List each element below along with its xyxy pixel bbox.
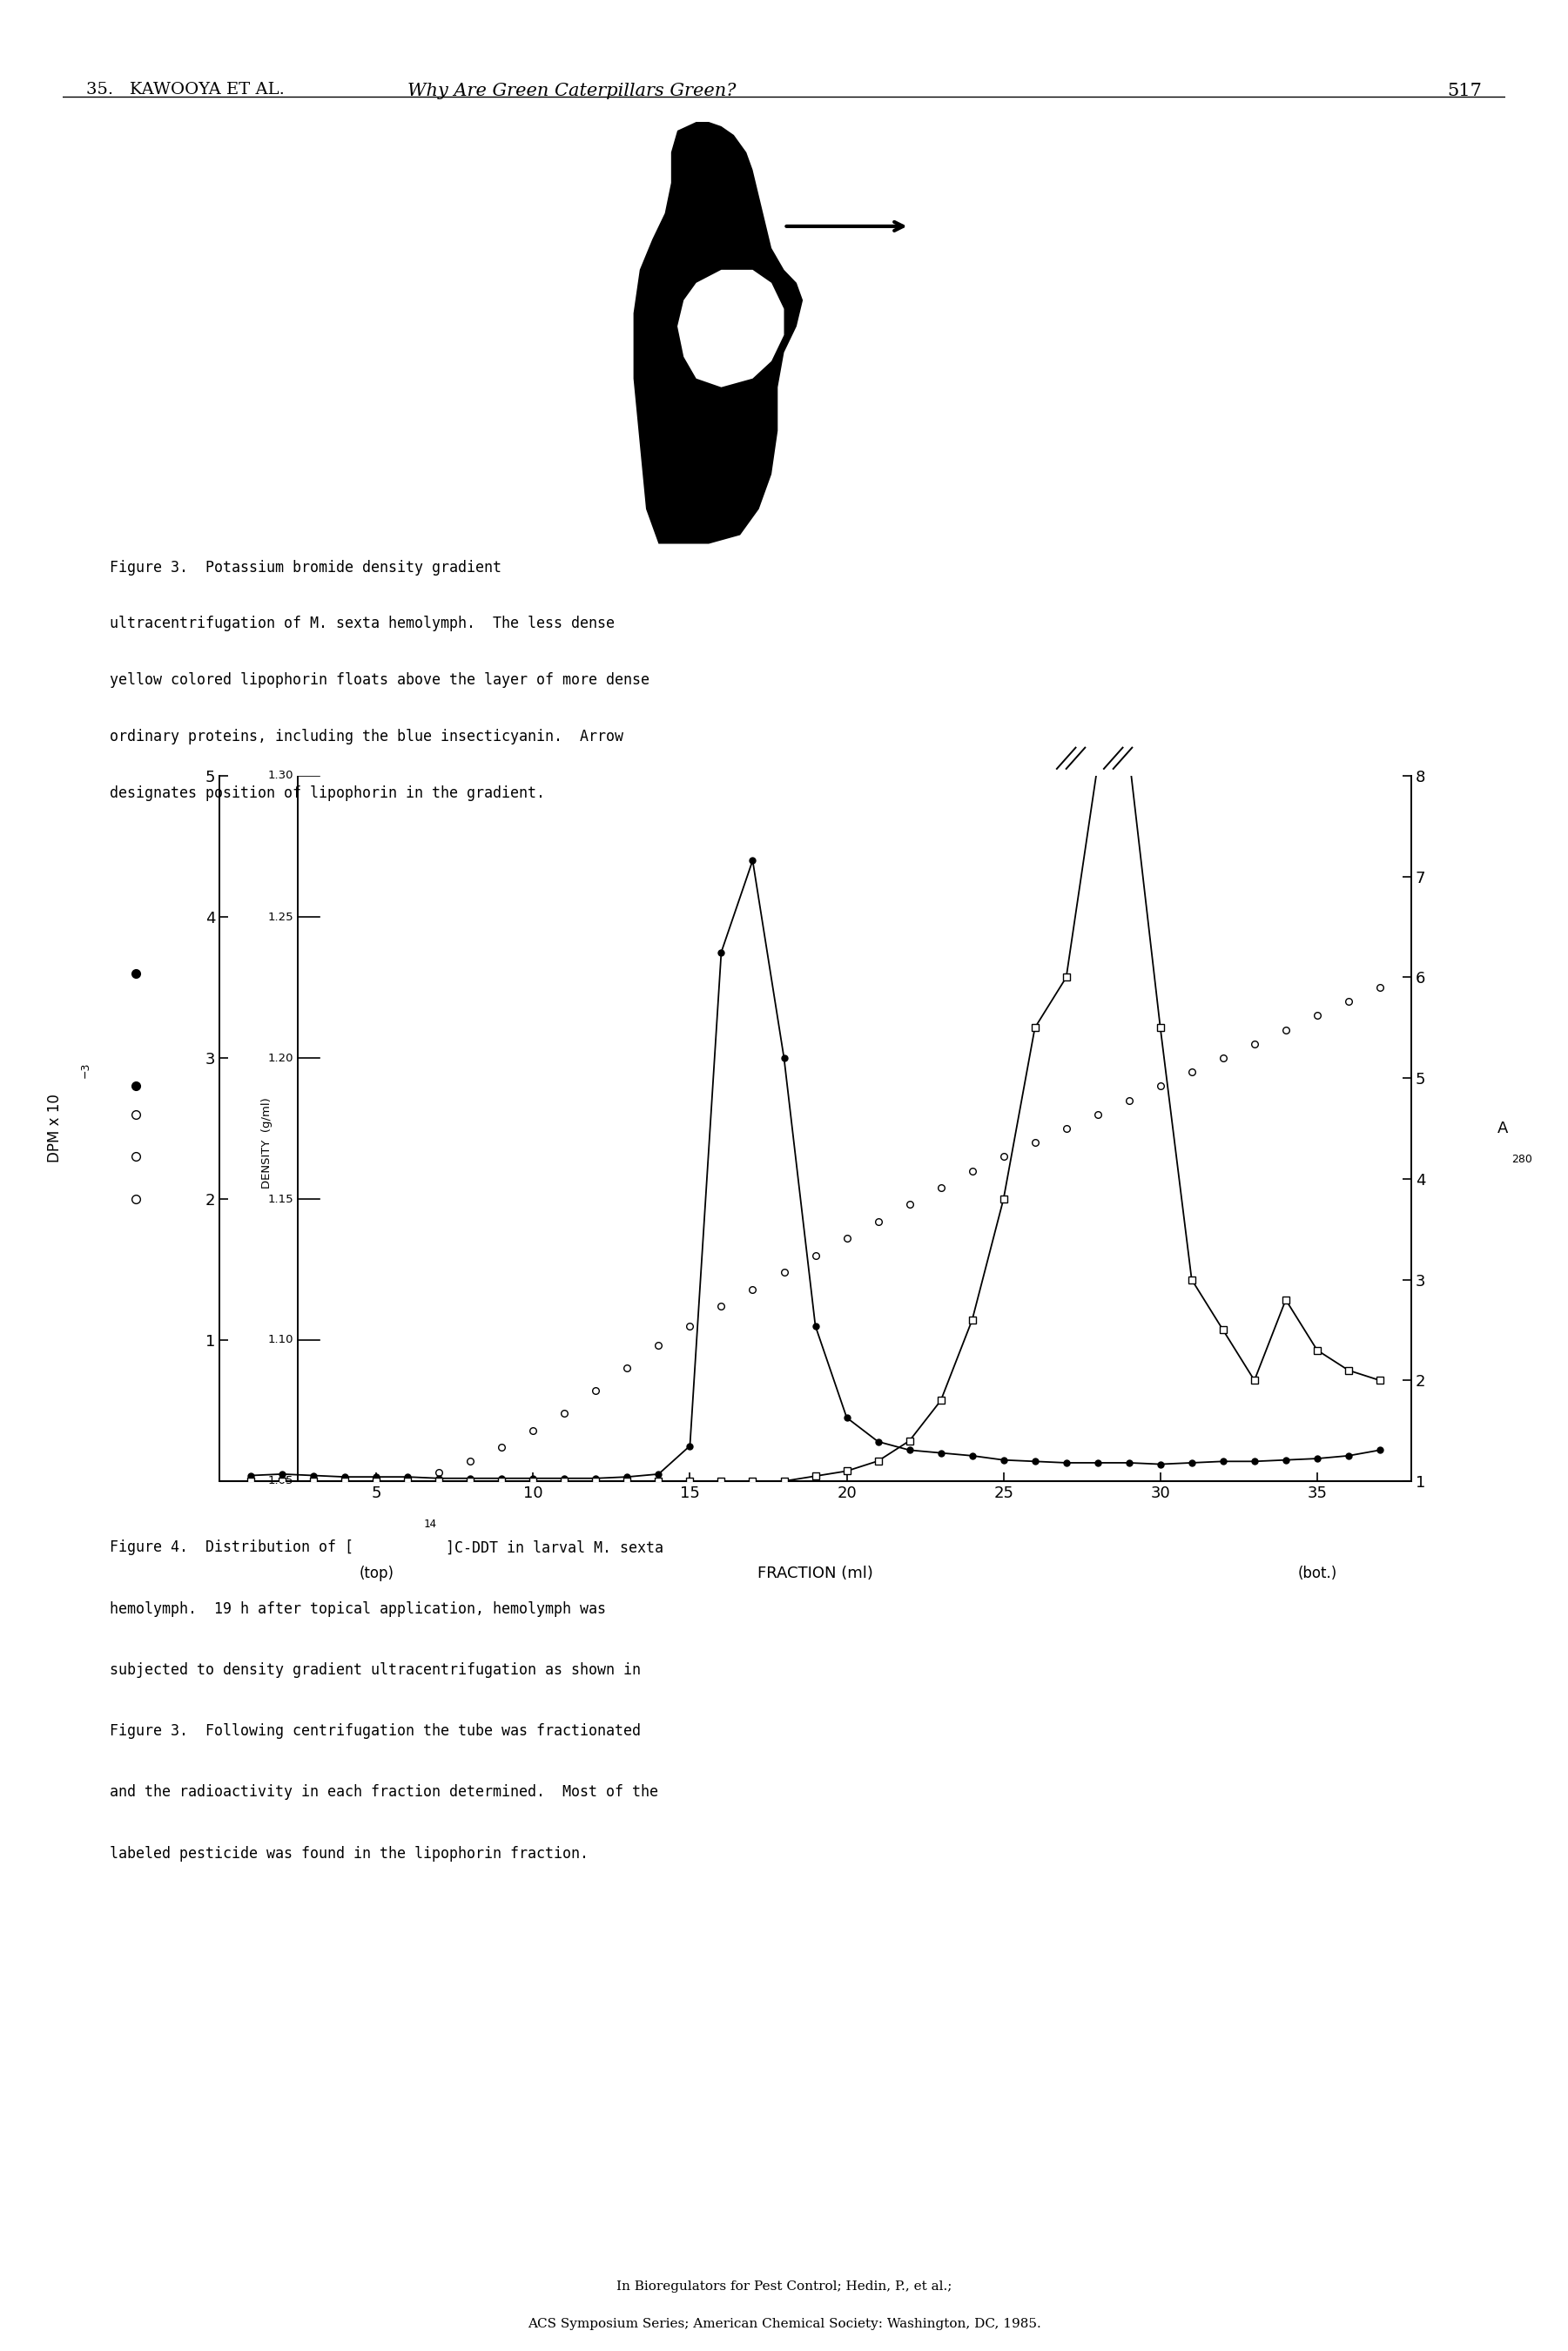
Text: FRACTION (ml): FRACTION (ml) (757, 1566, 873, 1582)
Text: hemolymph.  19 h after topical application, hemolymph was: hemolymph. 19 h after topical applicatio… (110, 1601, 605, 1617)
Text: 35.   KAWOOYA ET AL.: 35. KAWOOYA ET AL. (86, 82, 285, 99)
Text: ultracentrifugation of M. sexta hemolymph.  The less dense: ultracentrifugation of M. sexta hemolymp… (110, 616, 615, 632)
Text: 517: 517 (1447, 82, 1482, 99)
Text: labeled pesticide was found in the lipophorin fraction.: labeled pesticide was found in the lipop… (110, 1846, 588, 1862)
Text: yellow colored lipophorin floats above the layer of more dense: yellow colored lipophorin floats above t… (110, 672, 649, 689)
Text: designates position of lipophorin in the gradient.: designates position of lipophorin in the… (110, 785, 546, 802)
Text: ordinary proteins, including the blue insecticyanin.  Arrow: ordinary proteins, including the blue in… (110, 729, 624, 745)
Text: ]C-DDT in larval M. sexta: ]C-DDT in larval M. sexta (445, 1540, 663, 1556)
Text: subjected to density gradient ultracentrifugation as shown in: subjected to density gradient ultracentr… (110, 1662, 641, 1679)
Text: −3: −3 (80, 1063, 91, 1077)
Text: DPM x 10: DPM x 10 (47, 1093, 63, 1164)
Text: 1.10: 1.10 (268, 1335, 293, 1345)
Text: ACS Symposium Series; American Chemical Society: Washington, DC, 1985.: ACS Symposium Series; American Chemical … (527, 2318, 1041, 2330)
Text: 1.15: 1.15 (268, 1194, 293, 1204)
Text: 280: 280 (1512, 1154, 1532, 1164)
Text: Figure 3.  Following centrifugation the tube was fractionated: Figure 3. Following centrifugation the t… (110, 1723, 641, 1740)
Text: In Bioregulators for Pest Control; Hedin, P., et al.;: In Bioregulators for Pest Control; Hedin… (616, 2280, 952, 2292)
Text: 1.30: 1.30 (268, 771, 293, 781)
Text: (bot.): (bot.) (1297, 1566, 1338, 1582)
Text: A: A (1497, 1121, 1508, 1136)
Text: Figure 3.  Potassium bromide density gradient: Figure 3. Potassium bromide density grad… (110, 560, 502, 576)
Text: Why Are Green Caterpillars Green?: Why Are Green Caterpillars Green? (408, 82, 737, 99)
Polygon shape (633, 122, 803, 543)
Text: 1.25: 1.25 (268, 912, 293, 922)
Text: 14: 14 (423, 1519, 437, 1531)
Text: Figure 4.  Distribution of [: Figure 4. Distribution of [ (110, 1540, 353, 1556)
Text: and the radioactivity in each fraction determined.  Most of the: and the radioactivity in each fraction d… (110, 1784, 659, 1801)
Text: 1.05: 1.05 (268, 1476, 293, 1486)
Text: 1.20: 1.20 (268, 1053, 293, 1063)
Polygon shape (677, 270, 784, 388)
Text: (top): (top) (359, 1566, 394, 1582)
Text: DENSITY  (g/ml): DENSITY (g/ml) (260, 1098, 273, 1187)
